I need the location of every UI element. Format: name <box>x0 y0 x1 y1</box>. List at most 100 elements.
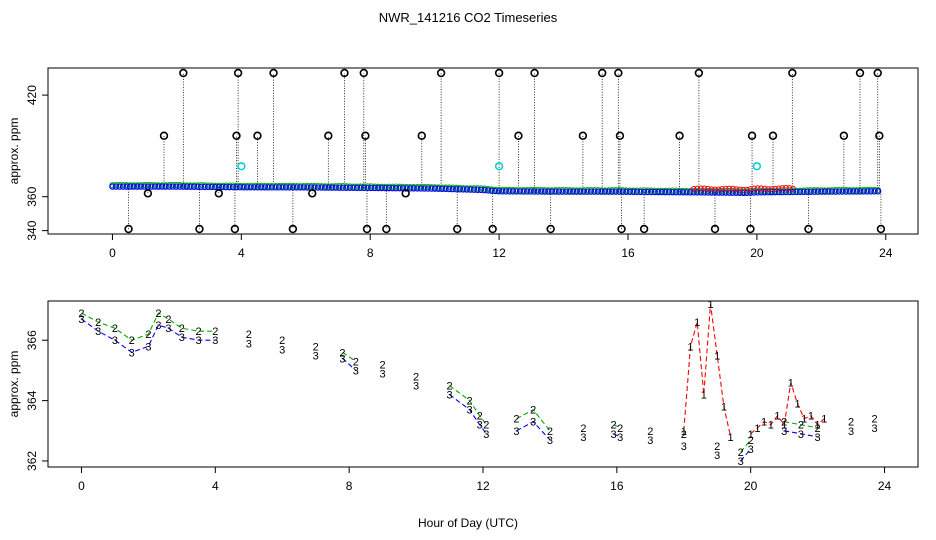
top-base-point-blue <box>204 183 212 191</box>
bottom-line-series-3 <box>81 318 216 353</box>
top-base-point-blue <box>570 188 577 195</box>
top-base-point-blue <box>219 183 226 191</box>
bottom-marker-series-2: 2 <box>617 423 623 435</box>
top-base-point-blue <box>694 189 701 196</box>
top-base-point-blue <box>410 185 417 192</box>
bottom-marker-series-3: 3 <box>155 320 161 332</box>
bottom-marker-series-2: 2 <box>112 323 118 335</box>
top-base-point-blue <box>396 185 403 192</box>
top-spike-point <box>598 68 607 78</box>
top-spike-point <box>143 189 153 198</box>
top-spike-point <box>530 68 539 78</box>
top-base-point-blue <box>548 188 556 195</box>
bottom-marker-series-2: 2 <box>738 447 744 459</box>
top-base-point-blue <box>371 184 378 192</box>
bottom-marker-series-3: 3 <box>781 426 787 438</box>
top-base-point-blue <box>591 188 598 195</box>
top-base-point-blue <box>212 183 219 191</box>
top-base-point-blue <box>421 185 428 192</box>
top-base-point-blue <box>389 184 396 192</box>
top-spike-point <box>804 224 813 234</box>
bottom-line-series-3 <box>516 421 551 441</box>
bottom-marker-series-3: 3 <box>681 441 687 453</box>
top-base-point-blue <box>353 184 361 192</box>
bottom-marker-series-2: 2 <box>165 314 171 326</box>
top-spike-point <box>639 224 649 234</box>
top-base-point-blue <box>740 189 747 197</box>
top-base-point-blue <box>665 188 673 196</box>
top-base-point-blue <box>747 189 754 196</box>
top-spike-point <box>873 68 882 78</box>
top-base-point-blue <box>187 183 194 190</box>
bottom-marker-series-1: 1 <box>761 417 767 429</box>
top-base-point-blue <box>566 188 573 195</box>
top-base-point-blue <box>552 188 559 195</box>
top-base-point-blue <box>867 188 875 195</box>
top-base-point-blue <box>453 186 460 193</box>
top-base-point-blue <box>754 189 761 196</box>
top-base-point-blue <box>871 188 878 195</box>
top-base-point-blue <box>367 184 375 192</box>
top-base-point-blue <box>499 188 506 195</box>
top-base-point-blue <box>683 189 690 196</box>
top-base-point-blue <box>336 184 343 191</box>
top-base-point-blue <box>460 186 467 193</box>
top-base-point-blue <box>442 185 449 193</box>
top-base-point-blue <box>729 189 736 196</box>
bottom-marker-series-3: 3 <box>477 420 483 432</box>
bottom-marker-series-3: 3 <box>580 432 586 444</box>
bottom-marker-series-3: 3 <box>413 381 419 393</box>
p1-xtick-label: 20 <box>744 479 758 493</box>
top-spike-point <box>514 131 523 140</box>
bottom-marker-series-1: 1 <box>808 411 814 423</box>
top-base-point-blue <box>669 188 676 196</box>
top-plot-frame <box>47 67 919 235</box>
top-base-point-blue <box>662 188 669 196</box>
top-base-point-blue <box>779 188 786 196</box>
bottom-marker-series-1: 1 <box>768 420 774 432</box>
top-spike-point <box>288 224 298 234</box>
top-panel: 0 4 8 12 16 20 24 340 360 420 approx. ppm <box>7 67 919 260</box>
top-base-point-blue <box>282 184 290 191</box>
top-base-point-blue <box>481 186 488 194</box>
top-base-point-blue <box>449 185 456 193</box>
bottom-marker-series-2: 2 <box>196 326 202 338</box>
top-base-point-blue <box>577 188 584 195</box>
p0-xtick-label: 8 <box>367 246 374 260</box>
top-base-point-blue <box>470 186 478 193</box>
top-base-point-blue <box>208 183 215 191</box>
top-base-point-blue <box>701 189 708 196</box>
top-base-point-blue <box>786 188 793 196</box>
top-base-point-red <box>712 186 718 193</box>
top-base-point-blue <box>676 189 683 196</box>
top-base-point-blue <box>598 188 605 195</box>
bottom-marker-series-3: 3 <box>714 450 720 462</box>
p1-ytick-label: 362 <box>25 451 39 471</box>
top-base-point-blue <box>414 185 421 192</box>
top-base-point-blue <box>297 184 304 191</box>
top-base-point-blue <box>626 188 634 196</box>
top-base-point-blue <box>431 185 439 192</box>
top-base-point-blue <box>523 188 531 195</box>
p0-ytick-label: 420 <box>25 85 39 105</box>
top-base-point-blue <box>679 189 687 196</box>
bottom-marker-series-2: 2 <box>871 414 877 426</box>
bottom-marker-series-3: 3 <box>339 353 345 365</box>
bottom-line-series-1 <box>683 303 732 437</box>
top-base-point-blue <box>346 184 354 191</box>
top-base-point-blue <box>796 188 804 196</box>
bottom-marker-series-3: 3 <box>530 417 536 429</box>
bottom-line-series-2 <box>342 351 357 362</box>
top-base-point-blue <box>516 188 524 195</box>
top-base-point-blue <box>584 188 591 195</box>
bottom-marker-series-1: 1 <box>728 432 734 444</box>
bottom-marker-series-3: 3 <box>848 426 854 438</box>
top-spike-point <box>253 131 262 140</box>
bottom-marker-series-2: 2 <box>212 326 218 338</box>
top-base-point-blue <box>236 184 244 191</box>
bottom-marker-series-2: 2 <box>848 417 854 429</box>
top-base-point-blue <box>438 185 446 193</box>
top-base-point-blue <box>768 188 775 196</box>
top-base-point-red <box>772 185 779 192</box>
